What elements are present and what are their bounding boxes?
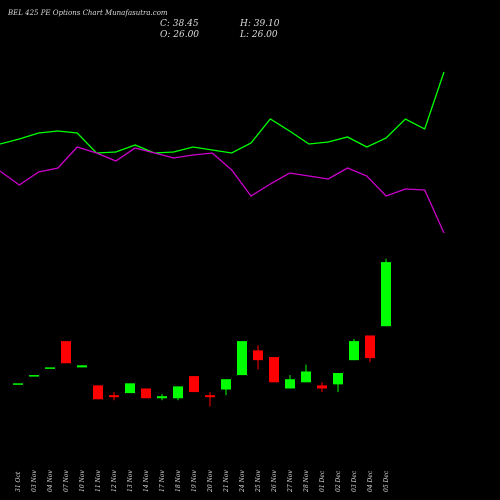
x-tick-label: 01 Dec: [319, 470, 326, 492]
candle-body: [381, 262, 391, 327]
x-tick-label: 12 Nov: [111, 470, 118, 492]
candle-body: [269, 357, 279, 383]
indicator-line: [0, 146, 445, 234]
candle-body: [285, 379, 295, 389]
candle-body: [365, 335, 375, 359]
x-tick-label: 28 Nov: [303, 470, 310, 493]
x-tick-label: 10 Nov: [79, 470, 86, 492]
x-tick-label: 26 Nov: [271, 470, 278, 493]
chart-title: BEL 425 PE Options Chart Munafasutra.com: [7, 9, 168, 17]
candle-body: [157, 396, 167, 399]
x-tick-label: 19 Nov: [191, 470, 198, 492]
x-tick-label: 21 Nov: [223, 470, 230, 493]
candle-body: [253, 350, 263, 361]
candle-body: [173, 386, 183, 399]
candle-body: [77, 365, 87, 368]
x-tick-label: 27 Nov: [287, 470, 294, 493]
x-tick-label: 20 Nov: [207, 470, 214, 493]
x-tick-label: 03 Nov: [31, 470, 38, 492]
x-tick-label: 07 Nov: [63, 470, 70, 492]
x-tick-label: 02 Dec: [335, 470, 342, 492]
x-tick-label: 31 Oct: [15, 471, 22, 492]
open-label: O: 26.00: [160, 30, 199, 40]
x-tick-label: 17 Nov: [159, 470, 166, 492]
candle-body: [349, 341, 359, 361]
indicator-line: [0, 71, 445, 154]
x-tick-label: 13 Nov: [127, 470, 134, 492]
x-tick-label: 04 Dec: [367, 470, 374, 492]
candle-body: [61, 341, 71, 364]
high-label: H: 39.10: [239, 19, 280, 29]
candle-body: [93, 385, 103, 400]
candle-body: [301, 371, 311, 383]
candle-body: [29, 375, 39, 377]
candle-body: [189, 376, 199, 393]
candle-body: [109, 395, 119, 398]
x-tick-label: 11 Nov: [95, 470, 102, 492]
x-tick-label: 14 Nov: [143, 470, 150, 492]
close-label: C: 38.45: [160, 19, 199, 29]
candle-body: [221, 379, 231, 390]
candle-body: [237, 341, 247, 376]
candle-body: [317, 385, 327, 389]
candle-body: [45, 367, 55, 369]
x-tick-label: 24 Nov: [239, 470, 246, 493]
x-tick-label: 03 Dec: [351, 470, 358, 492]
x-tick-label: 05 Dec: [383, 470, 390, 492]
candle-body: [333, 373, 343, 385]
x-tick-label: 25 Nov: [255, 470, 262, 493]
candle-body: [125, 383, 135, 394]
candle-body: [141, 388, 151, 399]
candle-body: [205, 395, 215, 398]
low-label: L: 26.00: [239, 30, 278, 40]
x-tick-label: 04 Nov: [47, 470, 54, 492]
candle-body: [13, 383, 23, 385]
x-tick-label: 18 Nov: [175, 470, 182, 492]
